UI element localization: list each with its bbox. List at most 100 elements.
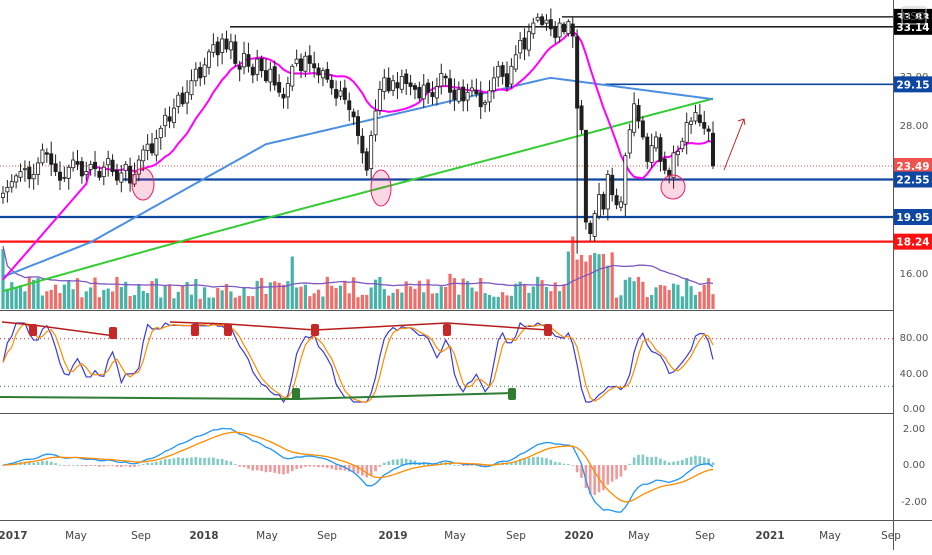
candle-body[interactable]: [299, 58, 304, 72]
candle-body[interactable]: [303, 55, 308, 72]
candle-body[interactable]: [277, 82, 282, 93]
candle-body[interactable]: [154, 138, 159, 156]
candle-body[interactable]: [412, 85, 417, 90]
candle-body[interactable]: [250, 66, 255, 76]
candle-body[interactable]: [5, 187, 10, 193]
candle-body[interactable]: [535, 16, 540, 21]
candle-body[interactable]: [18, 171, 23, 178]
price-badge[interactable]: [894, 233, 932, 250]
buy-signal-marker[interactable]: [508, 388, 516, 400]
candle-body[interactable]: [509, 65, 514, 85]
annotation-ellipse[interactable]: [131, 167, 155, 201]
candle-body[interactable]: [259, 58, 264, 72]
price-badge[interactable]: [894, 209, 932, 225]
candle-body[interactable]: [246, 54, 251, 67]
annotation-arrow[interactable]: [723, 118, 745, 171]
candle-body[interactable]: [526, 31, 531, 51]
candle-body[interactable]: [206, 51, 211, 68]
candle-body[interactable]: [255, 58, 260, 75]
candle-body[interactable]: [548, 19, 553, 30]
candle-body[interactable]: [395, 82, 400, 89]
candle-body[interactable]: [399, 76, 404, 90]
candle-body[interactable]: [544, 19, 549, 24]
candle-body[interactable]: [84, 171, 89, 176]
candle-body[interactable]: [31, 174, 36, 180]
candle-body[interactable]: [684, 122, 689, 143]
candle-body[interactable]: [71, 159, 76, 169]
candle-body[interactable]: [294, 58, 299, 64]
candle-body[interactable]: [465, 91, 470, 101]
candle-body[interactable]: [198, 67, 203, 79]
candle-body[interactable]: [312, 63, 317, 69]
candle-body[interactable]: [176, 94, 181, 107]
candle-body[interactable]: [167, 116, 172, 122]
candle-body[interactable]: [360, 135, 365, 154]
candle-body[interactable]: [614, 195, 619, 206]
candle-body[interactable]: [386, 77, 391, 92]
candle-body[interactable]: [711, 132, 716, 167]
candle-body[interactable]: [654, 136, 659, 149]
candle-body[interactable]: [382, 77, 387, 92]
candle-body[interactable]: [702, 122, 707, 129]
candle-body[interactable]: [706, 128, 711, 132]
candle-body[interactable]: [329, 79, 334, 89]
candle-body[interactable]: [557, 22, 562, 38]
candle-body[interactable]: [430, 92, 435, 98]
candle-body[interactable]: [369, 135, 374, 170]
candle-body[interactable]: [478, 92, 483, 108]
candle-body[interactable]: [632, 103, 637, 133]
candle-body[interactable]: [141, 149, 146, 162]
candle-body[interactable]: [325, 68, 330, 80]
candle-body[interactable]: [434, 86, 439, 99]
candle-body[interactable]: [290, 65, 295, 87]
candle-body[interactable]: [49, 153, 54, 165]
candle-body[interactable]: [627, 129, 632, 154]
candle-body[interactable]: [268, 68, 273, 83]
candle-body[interactable]: [22, 168, 27, 171]
candle-body[interactable]: [474, 90, 479, 95]
candle-body[interactable]: [561, 23, 566, 33]
sell-signal-marker[interactable]: [191, 324, 199, 336]
candle-body[interactable]: [211, 44, 216, 53]
candle-body[interactable]: [123, 163, 128, 172]
candle-body[interactable]: [347, 100, 352, 110]
candle-body[interactable]: [9, 181, 14, 188]
candle-body[interactable]: [355, 116, 360, 136]
candle-body[interactable]: [110, 159, 115, 172]
candle-body[interactable]: [553, 26, 558, 38]
candle-body[interactable]: [680, 140, 685, 150]
candle-body[interactable]: [662, 158, 667, 171]
candle-body[interactable]: [373, 110, 378, 136]
candle-body[interactable]: [469, 87, 474, 92]
candle-body[interactable]: [281, 93, 286, 99]
candle-body[interactable]: [583, 129, 588, 223]
candle-body[interactable]: [693, 112, 698, 122]
candle-body[interactable]: [237, 65, 242, 70]
candle-body[interactable]: [452, 89, 457, 100]
candle-body[interactable]: [426, 82, 431, 93]
candle-body[interactable]: [224, 38, 229, 50]
candle-body[interactable]: [334, 89, 339, 99]
candle-body[interactable]: [439, 73, 444, 87]
candle-body[interactable]: [496, 65, 501, 78]
candle-body[interactable]: [579, 105, 584, 131]
candle-body[interactable]: [0, 192, 6, 198]
candle-body[interactable]: [513, 54, 518, 70]
candle-body[interactable]: [44, 152, 49, 155]
bullish-divergence-line[interactable]: [0, 392, 513, 401]
candle-body[interactable]: [697, 114, 702, 123]
candle-body[interactable]: [220, 38, 225, 53]
candle-body[interactable]: [53, 163, 58, 172]
candle-body[interactable]: [531, 22, 536, 35]
candle-body[interactable]: [202, 64, 207, 77]
candle-body[interactable]: [101, 166, 106, 178]
sell-signal-marker[interactable]: [544, 324, 552, 336]
candle-body[interactable]: [62, 176, 67, 179]
candle-body[interactable]: [592, 212, 597, 237]
candle-body[interactable]: [14, 175, 19, 183]
candle-body[interactable]: [618, 201, 623, 208]
sell-signal-marker[interactable]: [109, 327, 117, 339]
candle-body[interactable]: [640, 120, 645, 138]
candle-body[interactable]: [114, 169, 119, 181]
candle-body[interactable]: [483, 101, 488, 105]
